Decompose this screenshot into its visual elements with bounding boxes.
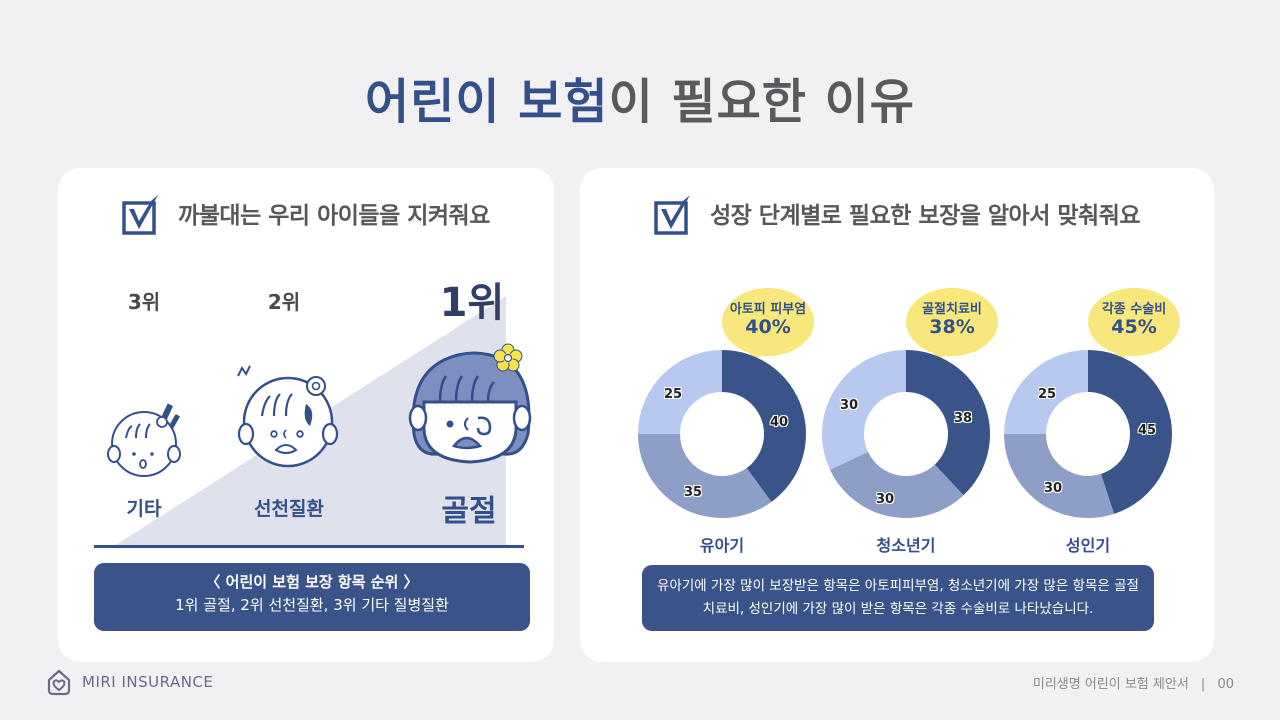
donut-chart-teen: 골절치료비 38% 38 30 30 청소년기 (816, 288, 998, 555)
stage-label: 유아기 (699, 536, 745, 555)
checkbox-check-icon (654, 191, 690, 235)
ranking-illustration: 3위 2위 1위 (94, 268, 532, 548)
stage-label: 청소년기 (876, 536, 936, 555)
category-2-label: 선천질환 (254, 498, 324, 520)
ranking-panel-header: 까불대는 우리 아이들을 지켜줘요 (58, 188, 554, 238)
brand-logo: MIRI INSURANCE (46, 668, 213, 696)
footer-doc-info: 미리생명 어린이 보험 제안서 | 00 (1033, 673, 1234, 692)
stage-panel-heading: 성장 단계별로 필요한 보장을 알아서 맞춰줘요 (709, 203, 1141, 229)
ranking-baseline (94, 545, 524, 548)
rank-2-label: 2위 (267, 290, 301, 314)
ranking-summary-title: 〈 어린이 보험 보장 항목 순위 〉 (205, 573, 419, 591)
segment-value: 30 (876, 492, 895, 507)
segment-value: 35 (684, 485, 703, 500)
bubble-percentage: 40% (745, 316, 791, 338)
page-title-accent: 어린이 보험 (365, 74, 609, 130)
page-title-rest: 이 필요한 이유 (608, 74, 915, 130)
segment-value: 40 (770, 415, 789, 430)
speech-bubble: 아토피 피부염 40% (722, 288, 814, 366)
segment-value: 25 (1038, 387, 1057, 402)
bubble-label: 골절치료비 (922, 302, 982, 317)
bubble-label: 아토피 피부염 (729, 302, 807, 317)
child-face-small-icon (107, 403, 181, 477)
child-face-medium-icon (237, 365, 339, 468)
ranking-panel: 까불대는 우리 아이들을 지켜줘요 3위 2위 1위 (58, 168, 554, 662)
donut-chart-adult: 각종 수술비 45% 45 30 25 성인기 (998, 288, 1180, 555)
speech-bubble: 각종 수술비 45% (1088, 288, 1180, 366)
segment-value: 45 (1138, 423, 1157, 438)
category-3-label: 기타 (126, 498, 162, 520)
document-title: 미리생명 어린이 보험 제안서 (1032, 677, 1189, 692)
child-face-large-crying-icon (408, 343, 532, 464)
brand-name: MIRI INSURANCE (82, 673, 214, 691)
segment-value: 38 (954, 411, 973, 426)
ranking-summary-body: 1위 골절, 2위 선천질환, 3위 기타 질병질환 (175, 596, 449, 614)
bubble-label: 각종 수술비 (1101, 302, 1167, 317)
speech-bubble: 골절치료비 38% (906, 288, 998, 366)
donut-graphic (1004, 350, 1173, 519)
stage-panel-header: 성장 단계별로 필요한 보장을 알아서 맞춰줘요 (580, 188, 1214, 238)
stage-summary-box: 유아기에 가장 많이 보장받은 항목은 아토피피부염, 청소년기에 가장 많은 … (642, 565, 1154, 631)
ranking-panel-heading: 까불대는 우리 아이들을 지켜줘요 (178, 203, 490, 229)
page-title: 어린이 보험이 필요한 이유 (0, 62, 1280, 132)
segment-value: 30 (1044, 481, 1063, 496)
stage-panel: 성장 단계별로 필요한 보장을 알아서 맞춰줘요 아토피 피부염 40% 40 … (580, 168, 1214, 662)
page-number: 00 (1217, 677, 1234, 692)
checkbox-check-icon (122, 191, 159, 235)
ranking-summary-box: 〈 어린이 보험 보장 항목 순위 〉 1위 골절, 2위 선천질환, 3위 기… (94, 563, 530, 631)
segment-value: 25 (664, 387, 683, 402)
category-1-label: 골절 (441, 494, 497, 529)
rank-3-label: 3위 (127, 290, 161, 314)
house-heart-icon (47, 669, 71, 696)
rank-1-label: 1위 (439, 280, 505, 326)
footer-separator: | (1200, 677, 1206, 692)
donut-graphic (821, 350, 991, 519)
donut-chart-infant: 아토피 피부염 40% 40 35 25 유아기 (632, 288, 814, 555)
bubble-percentage: 45% (1111, 316, 1157, 338)
bubble-percentage: 38% (929, 316, 975, 338)
stage-label: 성인기 (1065, 536, 1111, 555)
donut-graphic (638, 350, 806, 518)
segment-value: 30 (840, 398, 859, 413)
